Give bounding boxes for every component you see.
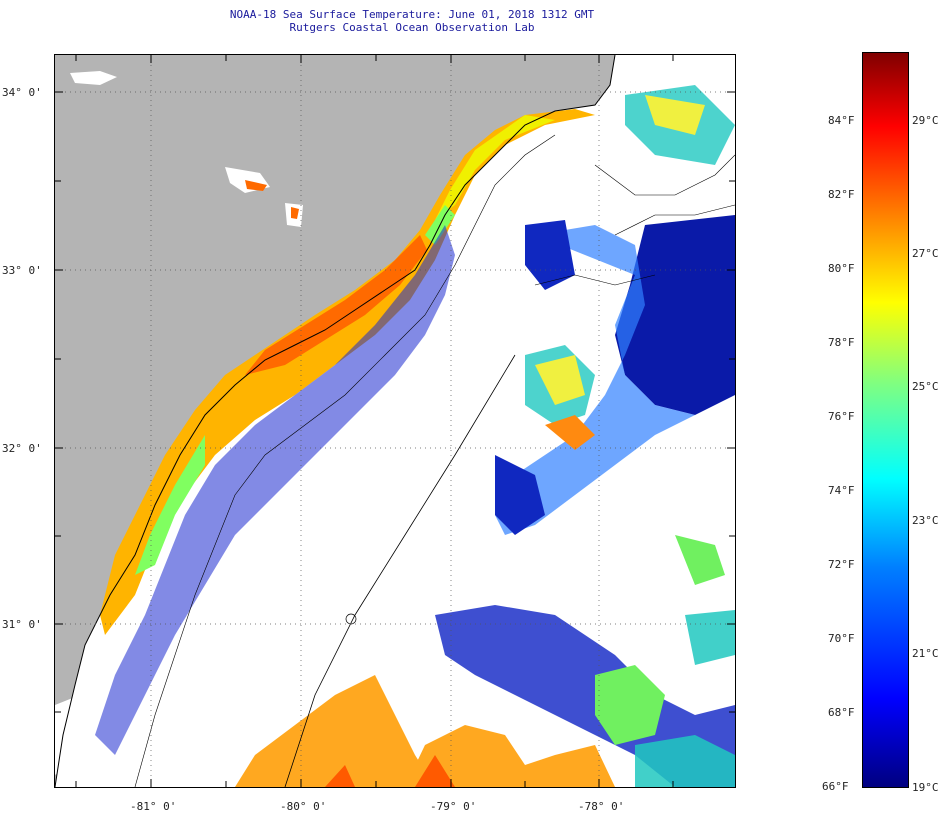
land-mass: [55, 55, 615, 787]
depth-contour: [284, 354, 516, 787]
sst-teal-east: [525, 85, 735, 425]
axis-ticks: [55, 55, 735, 787]
colorbar-f-label: 82°F: [828, 188, 855, 201]
sst-orange-east: [545, 415, 595, 450]
colorbar-c-label: 25°C: [912, 380, 939, 393]
lat-label-33: 33° 0': [2, 264, 42, 277]
temperature-colorbar: [862, 52, 909, 788]
colorbar-c-label: 27°C: [912, 247, 939, 260]
sst-hot-band: [245, 235, 427, 375]
lon-label-78: -78° 0': [578, 800, 625, 813]
sst-green-south: [595, 535, 725, 745]
sst-cool-east: [495, 225, 695, 535]
lat-label-34: 34° 0': [2, 86, 42, 99]
colorbar-f-label: 76°F: [828, 410, 855, 423]
depth-contour: [134, 134, 556, 787]
colorbar-f-label: 66°F: [822, 780, 849, 793]
colorbar-f-label: 72°F: [828, 558, 855, 571]
colorbar-f-label: 68°F: [828, 706, 855, 719]
colorbar-c-label: 21°C: [912, 647, 939, 660]
lon-label-81: -81° 0': [130, 800, 177, 813]
map-title: NOAA-18 Sea Surface Temperature: June 01…: [229, 8, 595, 21]
sst-yellow-east: [535, 95, 705, 405]
sst-warm-south: [235, 675, 615, 787]
lat-label-32: 32° 0': [2, 442, 42, 455]
lake-temp: [245, 180, 267, 191]
sst-map-canvas: [55, 55, 735, 787]
colorbar-f-label: 74°F: [828, 484, 855, 497]
lake-temp: [291, 207, 299, 219]
inland-patch: [70, 71, 117, 85]
depth-contour: [534, 154, 735, 286]
coastline: [55, 55, 616, 787]
colorbar-c-label: 29°C: [912, 114, 939, 127]
colorbar-f-label: 80°F: [828, 262, 855, 275]
colorbar-f-label: 78°F: [828, 336, 855, 349]
sst-cold-east: [615, 215, 735, 415]
map-subtitle: Rutgers Coastal Ocean Observation Lab: [289, 21, 535, 34]
lon-label-79: -79° 0': [430, 800, 477, 813]
lon-label-80: -80° 0': [280, 800, 327, 813]
inland-patch: [55, 695, 85, 775]
colorbar-c-label: 23°C: [912, 514, 939, 527]
colorbar-f-label: 70°F: [828, 632, 855, 645]
sst-cold-nearshore: [95, 225, 455, 755]
sst-teal-south: [635, 610, 735, 787]
colorbar-f-label: 84°F: [828, 114, 855, 127]
colorbar-c-label: 19°C: [912, 781, 939, 794]
lat-label-31: 31° 0': [2, 618, 42, 631]
sst-hot-south: [325, 755, 455, 787]
sst-blue-east: [495, 220, 575, 535]
graticule: [55, 55, 735, 787]
sst-map: [54, 54, 736, 788]
